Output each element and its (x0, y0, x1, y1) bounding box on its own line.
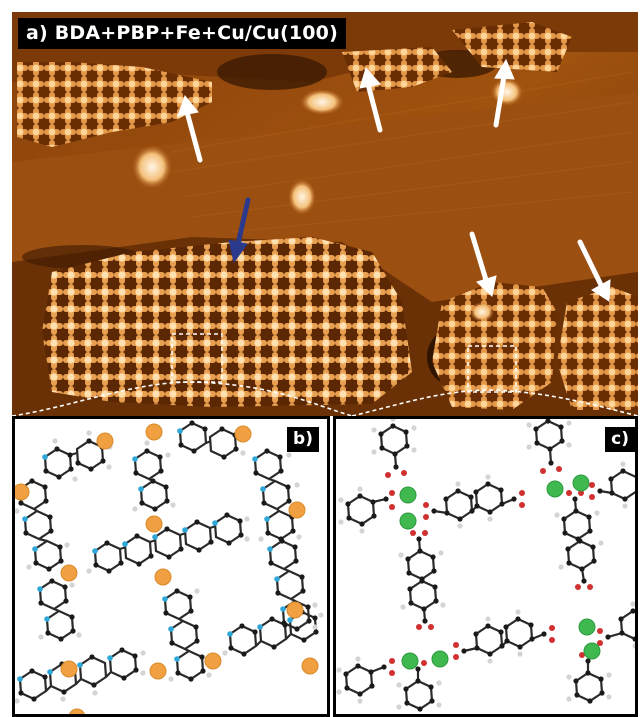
panel-a-label: a) BDA+PBP+Fe+Cu/Cu(100) (18, 18, 346, 49)
cu-atom-icon (399, 474, 601, 670)
panel-b: b) (12, 416, 330, 717)
arrow-icon (228, 197, 251, 264)
fe-atom-icon (15, 423, 319, 714)
panel-b-structure (15, 420, 324, 714)
panel-c-label: c) (605, 427, 635, 452)
stm-image: a) BDA+PBP+Fe+Cu/Cu(100) (12, 12, 638, 416)
panel-c: c) (333, 416, 638, 717)
arrow-icon (177, 58, 611, 302)
panel-b-label: b) (287, 427, 319, 452)
panel-c-structure (336, 419, 635, 712)
stm-surface (12, 12, 638, 416)
